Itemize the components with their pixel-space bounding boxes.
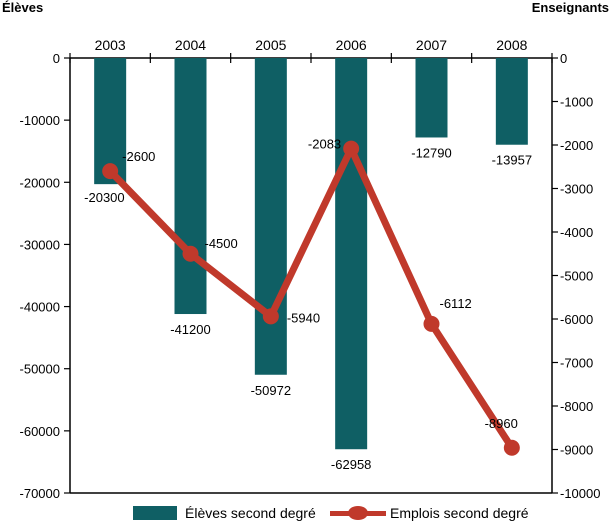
category-label: 2006 xyxy=(336,37,367,53)
category-label: 2007 xyxy=(416,37,447,53)
line-data-label: -2083 xyxy=(308,137,341,152)
left-tick-label: 0 xyxy=(53,51,60,66)
legend: Élèves second degré Emplois second degré xyxy=(0,505,613,527)
legend-item-line: Emplois second degré xyxy=(330,505,529,521)
bar-data-label: -41200 xyxy=(170,322,210,337)
legend-item-bars: Élèves second degré xyxy=(133,505,316,521)
legend-line-swatch xyxy=(330,506,386,520)
right-tick-label: -9000 xyxy=(560,443,593,458)
category-label: 2008 xyxy=(496,37,527,53)
bar-data-label: -12790 xyxy=(411,145,451,160)
bar xyxy=(174,58,207,315)
line-data-label: -4500 xyxy=(205,236,238,251)
right-tick-label: -4000 xyxy=(560,225,593,240)
category-label: 2005 xyxy=(255,37,286,53)
left-tick-label: -50000 xyxy=(20,362,60,377)
left-tick-label: -30000 xyxy=(20,237,60,252)
bar xyxy=(495,58,528,145)
left-tick-label: -20000 xyxy=(20,175,60,190)
right-axis-title: Enseignants xyxy=(531,0,609,15)
right-tick-label: -3000 xyxy=(560,182,593,197)
legend-bar-label: Élèves second degré xyxy=(185,505,316,521)
legend-bar-swatch xyxy=(133,506,177,520)
left-tick-label: -10000 xyxy=(20,113,60,128)
line-point xyxy=(503,439,520,456)
line-point xyxy=(343,140,360,157)
bar xyxy=(254,58,287,375)
line-point xyxy=(102,163,119,180)
line-series xyxy=(106,145,516,452)
bar-data-label: -13957 xyxy=(492,153,532,168)
line-data-label: -5940 xyxy=(287,310,320,325)
left-axis-title: Élèves xyxy=(2,0,44,15)
right-tick-label: -10000 xyxy=(560,486,600,501)
left-tick-label: -60000 xyxy=(20,424,60,439)
category-label: 2004 xyxy=(175,37,206,53)
bar xyxy=(415,58,448,138)
right-tick-label: -1000 xyxy=(560,95,593,110)
legend-line-label: Emplois second degré xyxy=(390,505,529,521)
line-point xyxy=(262,308,279,325)
right-tick-label: -6000 xyxy=(560,312,593,327)
bar-data-label: -20300 xyxy=(84,190,124,205)
right-tick-label: -5000 xyxy=(560,269,593,284)
line-data-label: -2600 xyxy=(122,149,155,164)
line-data-label: -8960 xyxy=(485,416,518,431)
right-tick-label: 0 xyxy=(560,51,567,66)
line-data-label: -6112 xyxy=(440,296,472,311)
right-tick-label: -8000 xyxy=(560,399,593,414)
right-tick-label: -7000 xyxy=(560,356,593,371)
category-label: 2003 xyxy=(95,37,126,53)
left-tick-label: -40000 xyxy=(20,300,60,315)
left-tick-label: -70000 xyxy=(20,486,60,501)
line-point xyxy=(182,245,199,262)
right-tick-label: -2000 xyxy=(560,138,593,153)
bar-data-label: -50972 xyxy=(251,383,291,398)
bar xyxy=(335,58,368,450)
line-point xyxy=(423,315,440,332)
bar-data-label: -62958 xyxy=(331,457,371,472)
